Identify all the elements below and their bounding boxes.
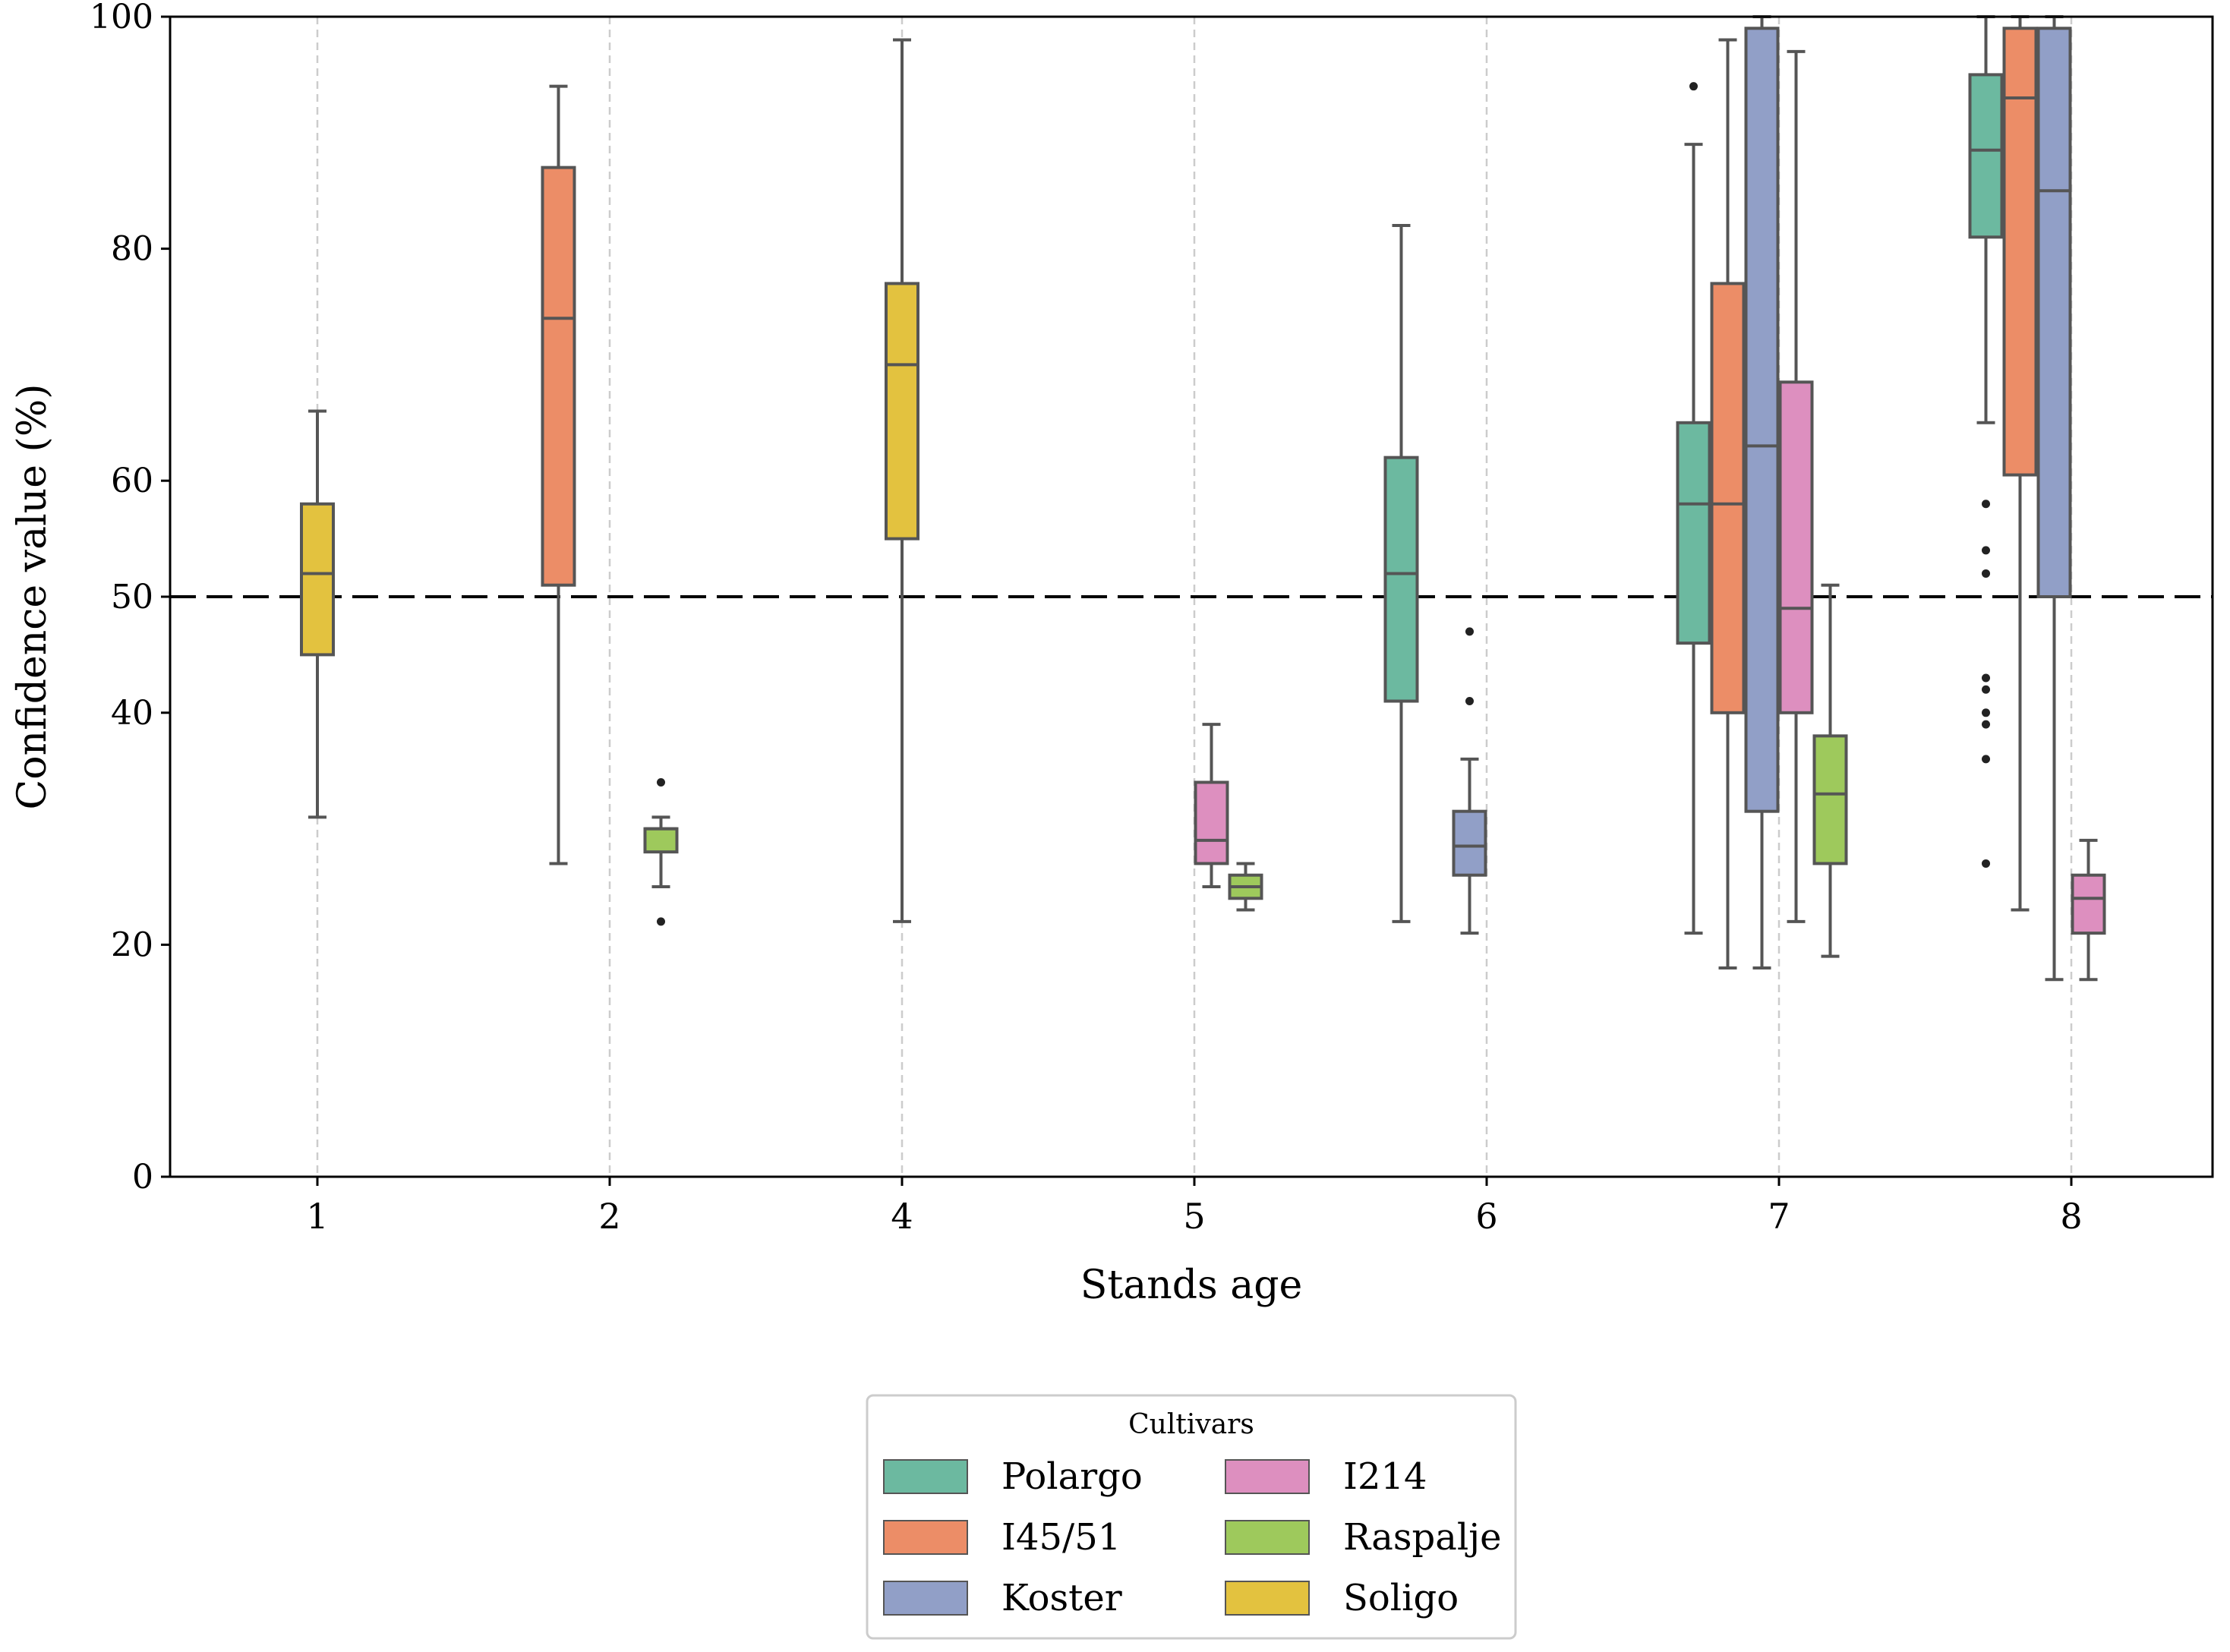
legend-label: Raspalje (1343, 1516, 1501, 1559)
legend-entry-polargo: Polargo (883, 1455, 1143, 1498)
box-4-soligo (885, 38, 919, 923)
legend-entry-i4551: I45/51 (883, 1516, 1121, 1559)
box-body (1452, 809, 1487, 877)
y-tick-label: 80 (111, 230, 153, 269)
box-body (1194, 780, 1229, 865)
legend-label: Koster (1001, 1577, 1122, 1619)
box-6-koster (1452, 627, 1487, 935)
x-tick-label: 2 (598, 1196, 620, 1237)
box-body (1968, 73, 2004, 239)
box-1-soligo (300, 409, 335, 819)
legend-frame (866, 1394, 1517, 1640)
outlier-point (1982, 720, 1990, 729)
box-8-koster (2036, 15, 2072, 982)
box-body (1710, 282, 1746, 714)
box-layer (300, 15, 2106, 982)
x-tick-label: 1 (306, 1196, 328, 1237)
legend-entry-raspalje: Raspalje (1225, 1516, 1501, 1559)
y-axis-label: Confidence value (%) (10, 383, 55, 809)
outlier-point (1982, 859, 1990, 868)
legend-label: I45/51 (1001, 1516, 1121, 1559)
box-body (300, 502, 335, 657)
y-tick-label: 40 (111, 694, 153, 733)
box-2-i4551 (541, 84, 576, 865)
box-2-raspalje (643, 777, 679, 926)
box-8-i214 (2071, 838, 2106, 982)
box-7-koster (1744, 15, 1780, 969)
outlier-point (1982, 500, 1990, 509)
x-axis-label: Stands age (1080, 1263, 1303, 1308)
legend-entry-soligo: Soligo (1225, 1577, 1459, 1619)
outlier-point (657, 777, 665, 787)
outlier-point (1465, 627, 1474, 636)
legend-entry-i214: I214 (1225, 1455, 1427, 1498)
y-tick-label: 0 (132, 1158, 153, 1196)
legend-swatch (1225, 1581, 1310, 1616)
box-body (1812, 734, 1848, 865)
legend-swatch (883, 1520, 968, 1555)
legend-label: Soligo (1343, 1577, 1459, 1619)
box-body (2002, 27, 2038, 477)
box-body (1778, 380, 1814, 714)
outlier-point (1982, 569, 1990, 578)
box-6-polargo (1383, 224, 1419, 923)
legend-swatch (1225, 1459, 1310, 1494)
legend-title: Cultivars (1128, 1409, 1254, 1440)
outlier-point (1465, 697, 1474, 706)
y-tick-label: 50 (111, 578, 153, 616)
outlier-point (1982, 673, 1990, 683)
box-7-i214 (1778, 49, 1814, 923)
box-body (1744, 27, 1780, 813)
outlier-point (1982, 755, 1990, 764)
x-axis: 1 2 4 5 6 7 8 (306, 1177, 2083, 1237)
legend-entry-koster: Koster (883, 1577, 1122, 1619)
box-5-raspalje (1228, 862, 1263, 912)
legend-swatch (1225, 1520, 1310, 1555)
box-body (2036, 27, 2072, 598)
x-tick-label: 8 (2060, 1196, 2082, 1237)
box-body (541, 166, 576, 587)
x-tick-label: 6 (1475, 1196, 1497, 1237)
box-body (2071, 873, 2106, 935)
box-8-polargo (1968, 15, 2004, 868)
legend-label: I214 (1343, 1455, 1427, 1498)
outlier-point (1689, 82, 1698, 91)
box-body (1676, 421, 1711, 645)
box-7-i4551 (1710, 38, 1746, 969)
legend-swatch (883, 1581, 968, 1616)
x-tick-label: 5 (1183, 1196, 1205, 1237)
y-axis: 0 20 40 50 60 80 100 (90, 0, 170, 1196)
y-tick-label: 100 (90, 0, 153, 36)
x-tick-label: 4 (891, 1196, 913, 1237)
x-tick-label: 7 (1768, 1196, 1790, 1237)
box-body (885, 282, 919, 541)
box-8-i4551 (2002, 15, 2038, 912)
legend-entries: Polargo I45/51 Koster I214 Raspalje Soligo (883, 1455, 1501, 1619)
box-7-polargo (1676, 82, 1711, 935)
box-body (643, 827, 679, 854)
y-tick-label: 20 (111, 925, 153, 964)
legend-swatch (883, 1459, 968, 1494)
outlier-point (1982, 685, 1990, 694)
y-tick-label: 60 (111, 462, 153, 500)
outlier-point (657, 917, 665, 926)
box-5-i214 (1194, 723, 1229, 888)
outlier-point (1982, 708, 1990, 717)
box-body (1383, 456, 1419, 703)
box-7-raspalje (1812, 583, 1848, 958)
legend: Cultivars Polargo I45/51 Koster I214 Raspalj… (866, 1394, 1517, 1640)
legend-label: Polargo (1001, 1455, 1143, 1498)
outlier-point (1982, 546, 1990, 555)
